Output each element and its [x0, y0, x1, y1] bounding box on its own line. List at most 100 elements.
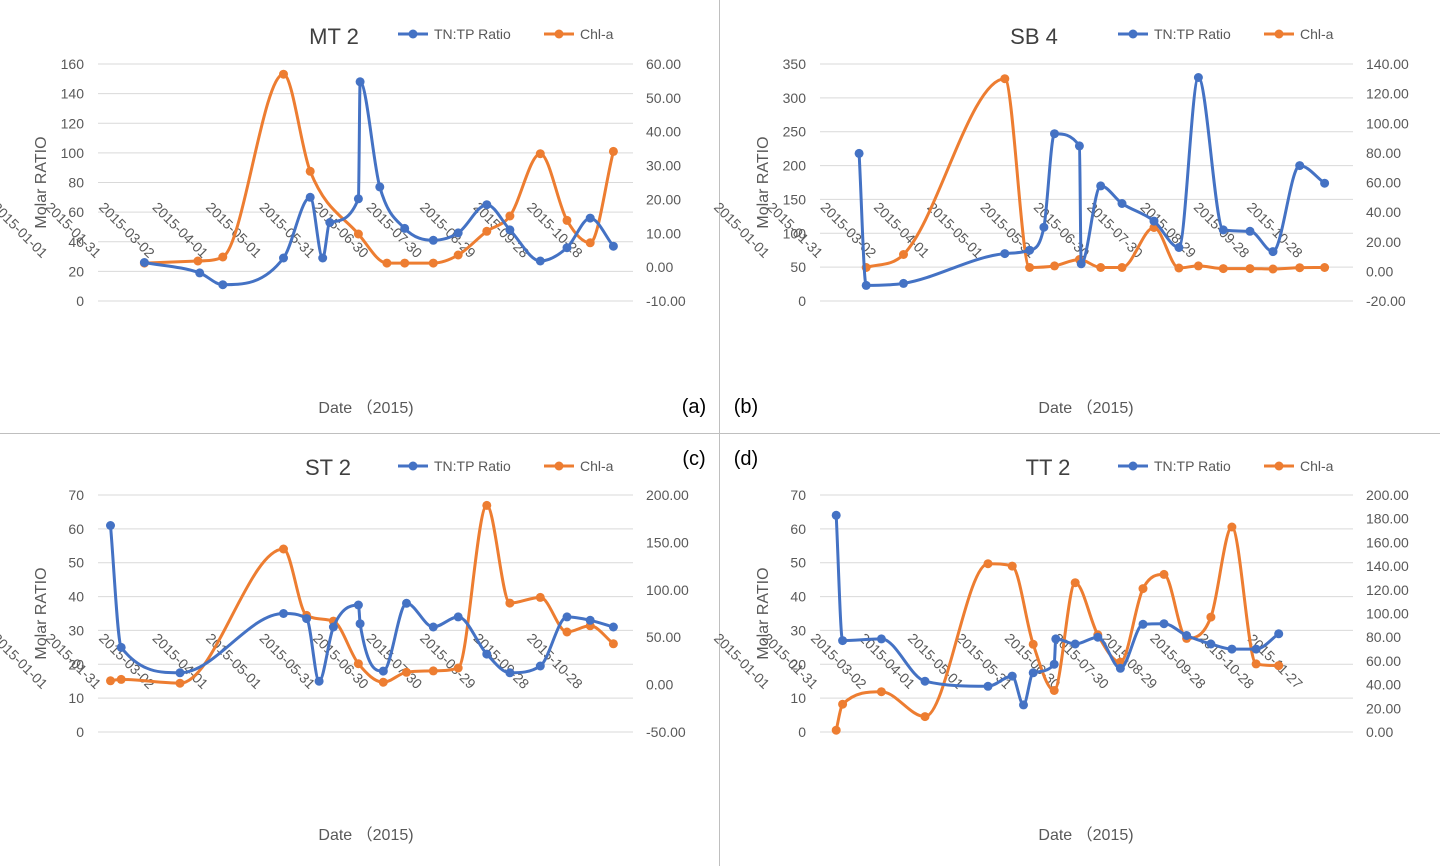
point-chl — [838, 699, 848, 709]
point-chl — [305, 166, 315, 176]
point-tn-tp — [1193, 73, 1203, 82]
point-tn-tp — [1174, 243, 1184, 252]
point-tn-tp — [328, 622, 338, 632]
series-line-tn-tp — [857, 76, 1327, 287]
x-tick-label: 2015-08-29 — [417, 630, 479, 692]
point-tn-tp — [325, 218, 335, 227]
chart-panel-0: 0 20 40 60 80 100 120 140 160 -10.00 0.00 10.00 20.0… — [0, 24, 706, 418]
point-chl — [831, 725, 841, 735]
point-chl — [1138, 584, 1148, 594]
x-tick-label: 2015-09-28 — [471, 630, 533, 692]
y2-tick-label: 40.00 — [1366, 677, 1401, 693]
x-axis-title: Date （2015) — [318, 826, 413, 844]
x-tick-label: 2015-06-30 — [1031, 199, 1093, 261]
point-chl — [1268, 264, 1278, 274]
y-tick-label: 100 — [783, 225, 807, 241]
point-chl — [1115, 657, 1125, 667]
point-tn-tp — [585, 615, 595, 625]
y2-tick-label: 120.00 — [1366, 86, 1409, 102]
point-tn-tp — [1050, 129, 1059, 139]
point-tn-tp — [482, 649, 492, 659]
point-tn-tp — [1028, 668, 1038, 678]
y2-tick-label: 0.00 — [646, 677, 673, 693]
y2-tick-label: 100.00 — [1366, 115, 1409, 131]
point-chl — [353, 659, 363, 669]
y2-tick-label: 10.00 — [646, 225, 681, 241]
point-tn-tp — [175, 668, 185, 678]
y-axis-title: Molar RATIO — [33, 567, 50, 659]
point-tn-tp — [1096, 181, 1106, 191]
point-tn-tp — [1025, 245, 1035, 255]
x-axis-title: Date （2015) — [1038, 399, 1133, 417]
point-tn-tp — [453, 228, 463, 238]
x-tick-label: 2015-05-01 — [924, 199, 986, 261]
point-chl — [1050, 261, 1059, 271]
point-chl — [1251, 659, 1261, 669]
point-tn-tp — [355, 77, 365, 87]
point-chl — [920, 712, 930, 722]
chart-title: ST 2 — [305, 455, 351, 480]
y2-tick-label: 80.00 — [1366, 629, 1401, 645]
point-tn-tp — [876, 634, 886, 644]
point-tn-tp — [428, 235, 438, 245]
point-chl — [428, 258, 438, 268]
legend-label-chl: Chl-a — [580, 26, 614, 42]
point-chl — [193, 256, 203, 266]
point-tn-tp — [1218, 225, 1228, 235]
point-chl — [876, 687, 886, 697]
point-tn-tp — [831, 510, 841, 520]
point-tn-tp — [1274, 629, 1284, 639]
point-tn-tp — [608, 241, 618, 251]
point-tn-tp — [1070, 639, 1080, 649]
y-axis-title: Molar RATIO — [755, 136, 772, 228]
x-tick-label: 2015-10-28 — [524, 199, 586, 261]
point-tn-tp — [1138, 619, 1148, 629]
x-tick-label: 2015-04-01 — [150, 199, 212, 261]
y-tick-label: 50 — [790, 259, 806, 275]
point-chl — [983, 559, 993, 569]
y2-tick-label: 150.00 — [646, 534, 689, 550]
point-tn-tp — [1007, 671, 1017, 681]
point-chl — [106, 676, 115, 686]
x-tick-label: 2015-08-29 — [417, 199, 479, 261]
y-tick-label: 0 — [798, 724, 806, 740]
point-chl — [562, 627, 572, 637]
point-chl — [1049, 686, 1059, 695]
y-tick-label: 10 — [68, 690, 84, 706]
point-tn-tp — [375, 182, 385, 192]
x-tick-label: 2015-03-02 — [96, 630, 158, 692]
y-tick-label: 250 — [783, 124, 807, 140]
point-tn-tp — [1159, 619, 1169, 629]
legend-marker-tn-tp — [408, 461, 418, 471]
point-tn-tp — [1245, 226, 1255, 236]
y-tick-label: 20 — [790, 656, 806, 672]
point-tn-tp — [1182, 631, 1192, 640]
point-tn-tp — [854, 148, 864, 158]
y-tick-label: 150 — [783, 191, 807, 207]
y2-tick-label: 80.00 — [1366, 145, 1401, 161]
point-chl — [608, 639, 618, 649]
y-tick-label: 70 — [790, 487, 806, 503]
point-chl — [1245, 264, 1255, 274]
point-tn-tp — [355, 619, 365, 629]
point-tn-tp — [1268, 247, 1278, 257]
point-chl — [453, 250, 463, 260]
legend-marker-chl — [1274, 461, 1284, 471]
point-tn-tp — [482, 200, 492, 210]
y2-tick-label: 140.00 — [1366, 56, 1409, 72]
point-tn-tp — [505, 668, 515, 678]
point-tn-tp — [585, 213, 595, 223]
point-chl — [899, 250, 908, 259]
point-chl — [1227, 522, 1237, 532]
y-tick-label: 160 — [61, 56, 85, 72]
point-chl — [279, 69, 288, 79]
point-tn-tp — [535, 256, 545, 266]
point-chl — [535, 592, 545, 602]
y-tick-label: 60 — [68, 521, 84, 537]
x-tick-label: 2015-03-02 — [96, 199, 158, 261]
y-tick-label: 0 — [76, 293, 84, 309]
series-line-chl — [834, 525, 1281, 732]
point-tn-tp — [305, 192, 315, 202]
legend-marker-chl — [554, 461, 564, 471]
y2-tick-label: 180.00 — [1366, 511, 1409, 527]
